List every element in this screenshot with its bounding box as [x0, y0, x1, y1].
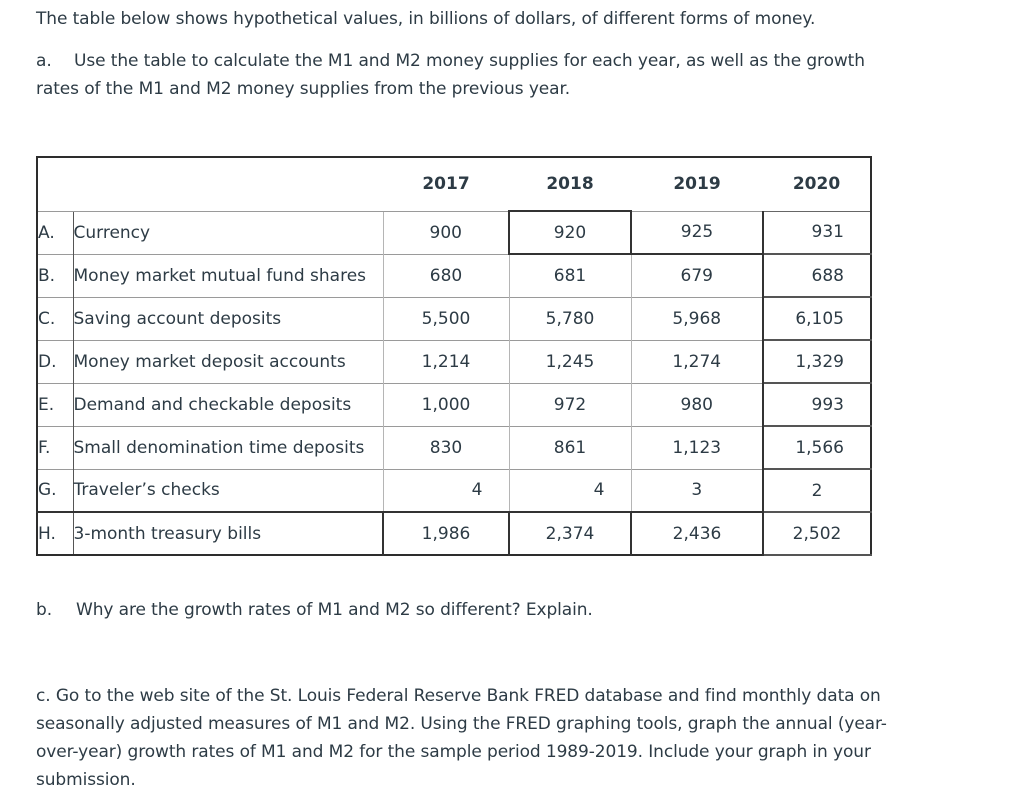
cell-2018: 4 — [508, 468, 631, 512]
row-name: Small denomination time deposits — [72, 425, 383, 469]
header-year-2019: 2019 — [673, 174, 721, 195]
question-c: c. Go to the web site of the St. Louis F… — [36, 686, 887, 790]
cell-2018: 681 — [508, 253, 631, 297]
money-forms-table: 2017 2018 2019 2020 A. Currency 900 920 … — [36, 156, 872, 556]
cell-2017: 4 — [382, 468, 509, 512]
question-b-label: b. — [36, 600, 52, 620]
question-a-label: a. — [36, 51, 52, 71]
cell-2020: 688 — [762, 253, 871, 298]
cell-2019: 1,274 — [630, 339, 764, 383]
row-letter: G. — [37, 468, 73, 512]
row-letter: C. — [37, 296, 73, 340]
row-letter: F. — [37, 425, 73, 469]
table-header-row: 2017 2018 2019 2020 — [37, 157, 871, 211]
cell-2017: 830 — [382, 425, 509, 469]
header-letter-blank — [37, 157, 73, 211]
cell-2020: 2 — [762, 468, 871, 513]
cell-2020: 1,329 — [762, 339, 871, 384]
table-row: D. Money market deposit accounts 1,214 1… — [37, 339, 871, 384]
cell-2017: 900 — [382, 210, 509, 254]
cell-2019: 679 — [630, 253, 764, 297]
row-letter: D. — [37, 339, 73, 383]
row-name: 3-month treasury bills — [72, 511, 383, 555]
cell-2017: 1,986 — [382, 511, 509, 555]
table-row: E. Demand and checkable deposits 1,000 9… — [37, 382, 871, 427]
cell-2020: 993 — [762, 382, 871, 427]
cell-2018: 5,780 — [508, 296, 631, 340]
cell-2017: 1,214 — [382, 339, 509, 383]
row-name: Traveler’s checks — [72, 468, 383, 512]
cell-2018: 972 — [508, 382, 631, 426]
cell-2018: 1,245 — [508, 339, 631, 383]
row-letter: E. — [37, 382, 73, 426]
cell-2019: 980 — [630, 382, 764, 426]
row-letter: A. — [37, 210, 73, 254]
cell-2020: 6,105 — [762, 296, 871, 341]
cell-2019: 1,123 — [630, 425, 764, 469]
row-name: Saving account deposits — [72, 296, 383, 340]
table-row: H. 3-month treasury bills 1,986 2,374 2,… — [37, 511, 871, 556]
table-row: A. Currency 900 920 925 931 — [37, 210, 871, 255]
cell-2018: 920 — [508, 210, 631, 255]
row-name: Money market deposit accounts — [72, 339, 383, 383]
table-row: C. Saving account deposits 5,500 5,780 5… — [37, 296, 871, 341]
table-row: G. Traveler’s checks 4 4 3 2 — [37, 468, 871, 513]
question-a: a. Use the table to calculate the M1 and … — [36, 47, 896, 103]
intro-text: The table below shows hypothetical value… — [36, 9, 816, 29]
cell-2017: 1,000 — [382, 382, 509, 426]
cell-2020: 2,502 — [762, 511, 871, 556]
row-name: Currency — [72, 210, 383, 254]
cell-2020: 1,566 — [762, 425, 871, 470]
header-name-blank — [73, 157, 383, 211]
cell-2019: 5,968 — [630, 296, 764, 340]
cell-2018: 861 — [508, 425, 631, 469]
table-row: F. Small denomination time deposits 830 … — [37, 425, 871, 470]
question-b: b. Why are the growth rates of M1 and M2 … — [36, 596, 593, 624]
header-year-2020: 2020 — [792, 174, 841, 195]
row-name: Money market mutual fund shares — [72, 253, 383, 297]
row-letter: B. — [37, 253, 73, 297]
header-year-2018: 2018 — [546, 174, 594, 194]
cell-2017: 5,500 — [382, 296, 509, 340]
cell-2020: 931 — [762, 210, 871, 255]
cell-2019: 2,436 — [630, 511, 764, 555]
question-b-text: Why are the growth rates of M1 and M2 so… — [76, 600, 593, 620]
row-name: Demand and checkable deposits — [72, 382, 383, 426]
cell-2019: 3 — [630, 468, 764, 512]
question-a-text: Use the table to calculate the M1 and M2… — [36, 51, 865, 99]
cell-2018: 2,374 — [508, 511, 631, 555]
table-row: B. Money market mutual fund shares 680 6… — [37, 253, 871, 298]
row-letter: H. — [37, 511, 73, 555]
cell-2017: 680 — [382, 253, 509, 297]
header-year-2017: 2017 — [422, 174, 470, 195]
cell-2019: 925 — [630, 210, 764, 255]
